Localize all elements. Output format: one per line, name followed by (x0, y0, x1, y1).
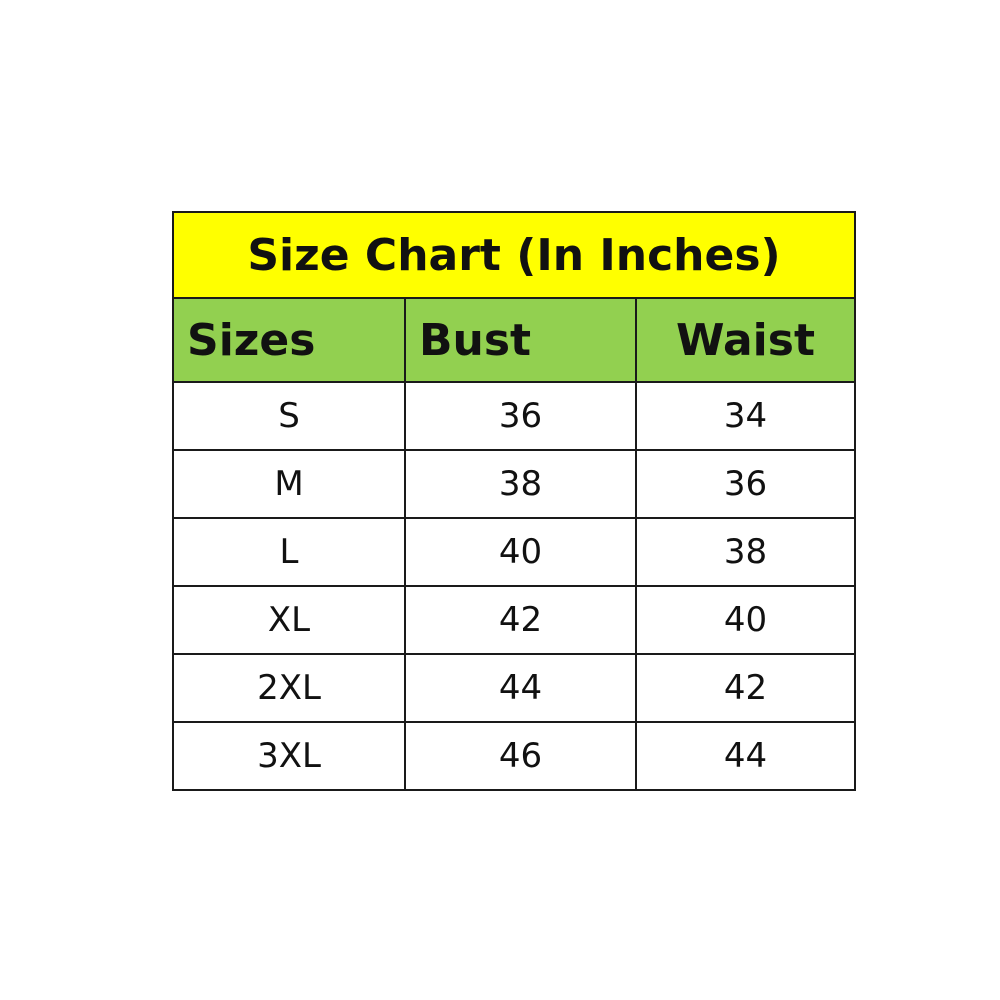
size-cell: XL (172, 585, 406, 655)
table-row: XL 42 40 (172, 585, 856, 655)
size-cell: M (172, 449, 406, 519)
waist-cell: 36 (635, 449, 856, 519)
table-row: 3XL 46 44 (172, 721, 856, 791)
size-cell: 3XL (172, 721, 406, 791)
bust-cell: 44 (404, 653, 637, 723)
header-row: Sizes Bust Waist (172, 297, 856, 383)
waist-cell: 42 (635, 653, 856, 723)
bust-cell: 38 (404, 449, 637, 519)
bust-cell: 36 (404, 381, 637, 451)
size-cell: L (172, 517, 406, 587)
waist-cell: 40 (635, 585, 856, 655)
waist-cell: 44 (635, 721, 856, 791)
table-row: M 38 36 (172, 449, 856, 519)
table-row: S 36 34 (172, 381, 856, 451)
size-cell: 2XL (172, 653, 406, 723)
bust-cell: 46 (404, 721, 637, 791)
header-waist: Waist (635, 297, 856, 383)
table-row: 2XL 44 42 (172, 653, 856, 723)
size-cell: S (172, 381, 406, 451)
table-row: L 40 38 (172, 517, 856, 587)
header-bust: Bust (404, 297, 637, 383)
table-title: Size Chart (In Inches) (172, 211, 856, 299)
bust-cell: 42 (404, 585, 637, 655)
title-row: Size Chart (In Inches) (172, 211, 856, 299)
bust-cell: 40 (404, 517, 637, 587)
waist-cell: 34 (635, 381, 856, 451)
waist-cell: 38 (635, 517, 856, 587)
header-sizes: Sizes (172, 297, 406, 383)
size-chart-table: Size Chart (In Inches) Sizes Bust Waist … (172, 211, 856, 791)
